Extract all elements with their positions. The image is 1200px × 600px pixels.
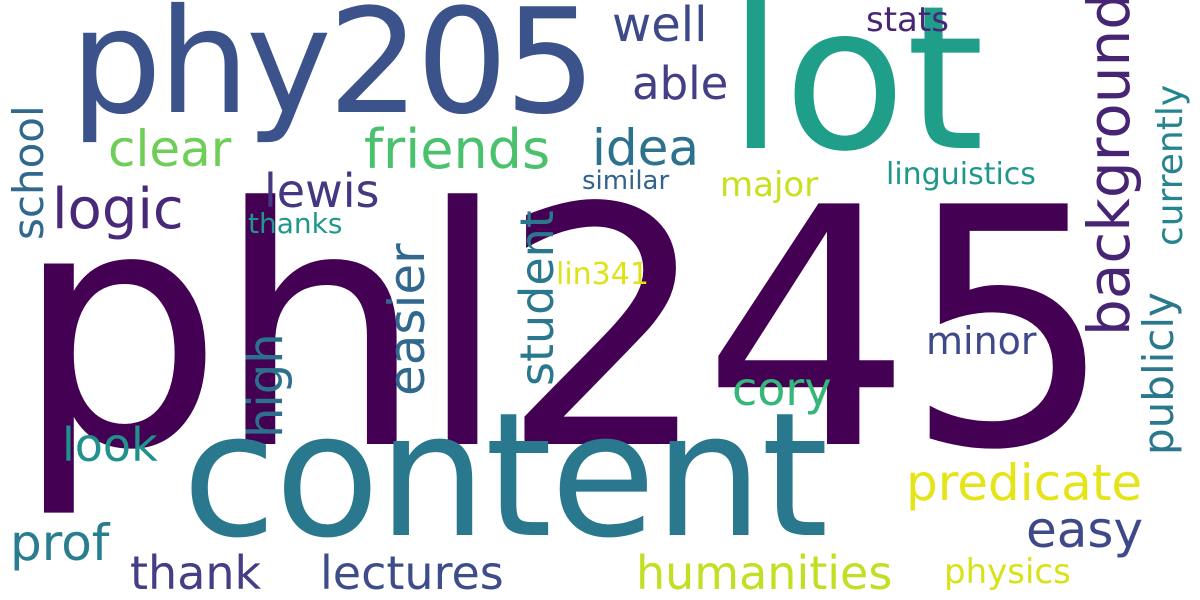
- word-friends: friends: [364, 118, 551, 181]
- word-major: major: [720, 165, 819, 205]
- word-phy205: phy205: [70, 0, 597, 147]
- word-school: school: [4, 105, 53, 240]
- word-physics: physics: [944, 552, 1071, 592]
- word-phl245: phl245: [14, 138, 1114, 522]
- word-content: content: [182, 375, 829, 576]
- word-student: student: [510, 210, 564, 386]
- word-prof: prof: [10, 514, 110, 572]
- word-background: background: [1075, 0, 1143, 336]
- word-easy: easy: [1026, 501, 1144, 559]
- word-predicate: predicate: [906, 454, 1143, 512]
- word-currently: currently: [1150, 84, 1191, 246]
- word-well: well: [612, 0, 708, 53]
- word-idea: idea: [592, 119, 700, 177]
- word-minor: minor: [926, 319, 1037, 363]
- word-lot: lot: [728, 0, 985, 196]
- word-cory: cory: [732, 362, 832, 416]
- word-publicly: publicly: [1134, 292, 1183, 455]
- word-stats: stats: [866, 0, 949, 40]
- word-linguistics: linguistics: [886, 157, 1036, 192]
- word-clear: clear: [108, 120, 232, 178]
- word-thanks: thanks: [248, 207, 343, 240]
- word-lewis: lewis: [264, 164, 380, 218]
- word-lectures: lectures: [320, 546, 504, 600]
- word-high: high: [238, 333, 294, 438]
- word-humanities: humanities: [636, 546, 893, 600]
- word-look: look: [62, 418, 158, 472]
- word-able: able: [632, 57, 729, 110]
- word-logic: logic: [52, 177, 184, 242]
- word-thank: thank: [130, 546, 262, 600]
- word-similar: similar: [582, 166, 670, 196]
- word-easier: easier: [378, 243, 436, 396]
- word-lin341: lin341: [556, 257, 649, 292]
